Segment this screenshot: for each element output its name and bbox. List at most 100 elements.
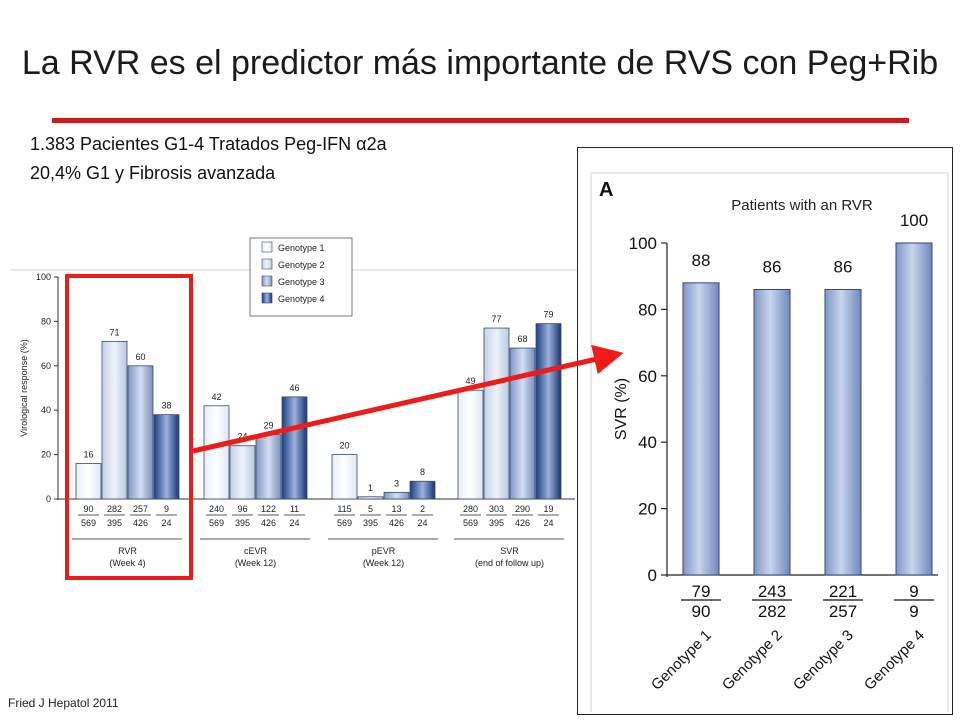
right-chart-y-axis: A Patients with an RVR 0 20 40 60 80 100 SVR (%) <box>599 179 938 585</box>
left-numerator-label: 115 <box>337 504 351 514</box>
left-bar <box>101 340 128 500</box>
left-denominator-label: 426 <box>389 518 404 528</box>
left-numerator-label: 11 <box>290 504 299 514</box>
panel-letter: A <box>599 179 613 201</box>
left-y-tick-label: 80 <box>41 316 51 326</box>
left-group-label: pEVR <box>372 546 396 556</box>
right-y-tick-label: 40 <box>638 433 657 452</box>
left-numerator-label: 122 <box>261 504 276 514</box>
right-denominator-label: 282 <box>758 602 786 621</box>
left-group-sublabel: (end of follow up) <box>475 558 544 568</box>
left-denominator-label: 569 <box>81 518 96 528</box>
right-bar-value-label: 88 <box>692 251 711 270</box>
left-denominator-label: 24 <box>417 518 427 528</box>
left-numerator-label: 303 <box>489 504 504 514</box>
left-denominator-label: 395 <box>235 518 250 528</box>
left-bar-value-label: 77 <box>491 314 501 324</box>
left-denominator-label: 395 <box>363 518 378 528</box>
right-denominator-label: 257 <box>829 602 857 621</box>
left-group-label: cEVR <box>244 546 268 556</box>
right-y-tick-label: 100 <box>629 234 657 253</box>
left-legend-label: Genotype 1 <box>278 243 325 253</box>
right-denominator-label: 9 <box>909 602 918 621</box>
red-arrow <box>192 344 624 454</box>
left-bar <box>153 414 180 500</box>
left-bar <box>457 389 484 500</box>
left-bar <box>483 327 510 500</box>
footer-citation: Fried J Hepatol 2011 <box>8 696 119 710</box>
left-numerator-label: 90 <box>83 504 93 514</box>
left-bar-value-label: 1 <box>368 483 373 493</box>
left-chart-legend: Genotype 1 Genotype 2 Genotype 3 Genotype 4 <box>249 237 353 317</box>
left-numerator-label: 240 <box>209 504 224 514</box>
rvr-highlight-box <box>65 274 193 580</box>
left-bar-value-label: 38 <box>161 401 171 411</box>
right-bar-value-label: 86 <box>763 257 782 276</box>
right-numerator-label: 243 <box>758 582 786 601</box>
left-bar <box>203 405 230 500</box>
left-denominator-label: 426 <box>133 518 148 528</box>
left-denominator-label: 569 <box>463 518 478 528</box>
left-legend-swatch <box>261 275 273 287</box>
right-y-tick-label: 0 <box>648 566 657 585</box>
left-group-sublabel: (Week 4) <box>109 558 145 568</box>
left-bar <box>357 496 384 500</box>
right-bar <box>895 242 933 576</box>
left-legend-swatch <box>261 258 273 270</box>
right-denominator-label: 90 <box>692 602 711 621</box>
left-bar-value-label: 3 <box>394 478 399 488</box>
left-numerator-label: 282 <box>107 504 122 514</box>
right-bar-value-label: 100 <box>900 211 928 230</box>
left-bar <box>127 365 154 500</box>
left-group-label: RVR <box>118 546 137 556</box>
left-denominator-label: 24 <box>289 518 299 528</box>
left-denominator-label: 426 <box>261 518 276 528</box>
right-numerator-label: 79 <box>692 582 711 601</box>
left-denominator-label: 569 <box>337 518 352 528</box>
left-legend-label: Genotype 2 <box>278 260 325 270</box>
left-y-tick-label: 60 <box>41 361 51 371</box>
left-y-tick-label: 40 <box>41 405 51 415</box>
right-numerator-label: 9 <box>909 582 918 601</box>
left-bar-value-label: 42 <box>211 392 221 402</box>
left-bar-value-label: 46 <box>289 383 299 393</box>
left-numerator-label: 2 <box>420 504 425 514</box>
left-bar <box>383 491 410 500</box>
title-underline <box>52 118 909 123</box>
left-group-label: SVR <box>500 546 519 556</box>
left-bar-value-label: 8 <box>420 467 425 477</box>
left-legend-swatch <box>261 241 273 253</box>
subtitle-line-2: 20,4% G1 y Fibrosis avanzada <box>30 163 276 183</box>
left-bar-value-label: 68 <box>517 334 527 344</box>
left-bar-value-label: 49 <box>465 376 475 386</box>
right-numerator-label: 221 <box>829 582 857 601</box>
left-numerator-label: 13 <box>391 504 401 514</box>
left-group-sublabel: (Week 12) <box>363 558 404 568</box>
right-y-tick-label: 60 <box>638 367 657 386</box>
left-denominator-label: 24 <box>543 518 553 528</box>
left-denominator-label: 569 <box>209 518 224 528</box>
subtitle-line-1: 1.383 Pacientes G1-4 Tratados Peg-IFN α2… <box>30 134 387 154</box>
left-numerator-label: 96 <box>237 504 247 514</box>
left-bar-value-label: 16 <box>83 449 93 459</box>
left-numerator-label: 5 <box>368 504 373 514</box>
left-numerator-label: 280 <box>463 504 478 514</box>
left-bar <box>409 480 436 500</box>
left-bar <box>331 454 358 500</box>
left-y-tick-label: 20 <box>41 450 51 460</box>
left-bar-value-label: 24 <box>237 432 247 442</box>
left-denominator-label: 395 <box>107 518 122 528</box>
left-bar <box>535 323 562 500</box>
left-y-tick-label: 100 <box>36 272 51 282</box>
left-numerator-label: 257 <box>133 504 148 514</box>
left-group-sublabel: (Week 12) <box>235 558 276 568</box>
left-denominator-label: 395 <box>489 518 504 528</box>
right-y-tick-label: 20 <box>638 500 657 519</box>
left-bar <box>75 463 102 500</box>
right-y-axis-label: SVR (%) <box>613 378 630 440</box>
left-denominator-label: 426 <box>515 518 530 528</box>
left-bar-value-label: 71 <box>109 327 119 337</box>
